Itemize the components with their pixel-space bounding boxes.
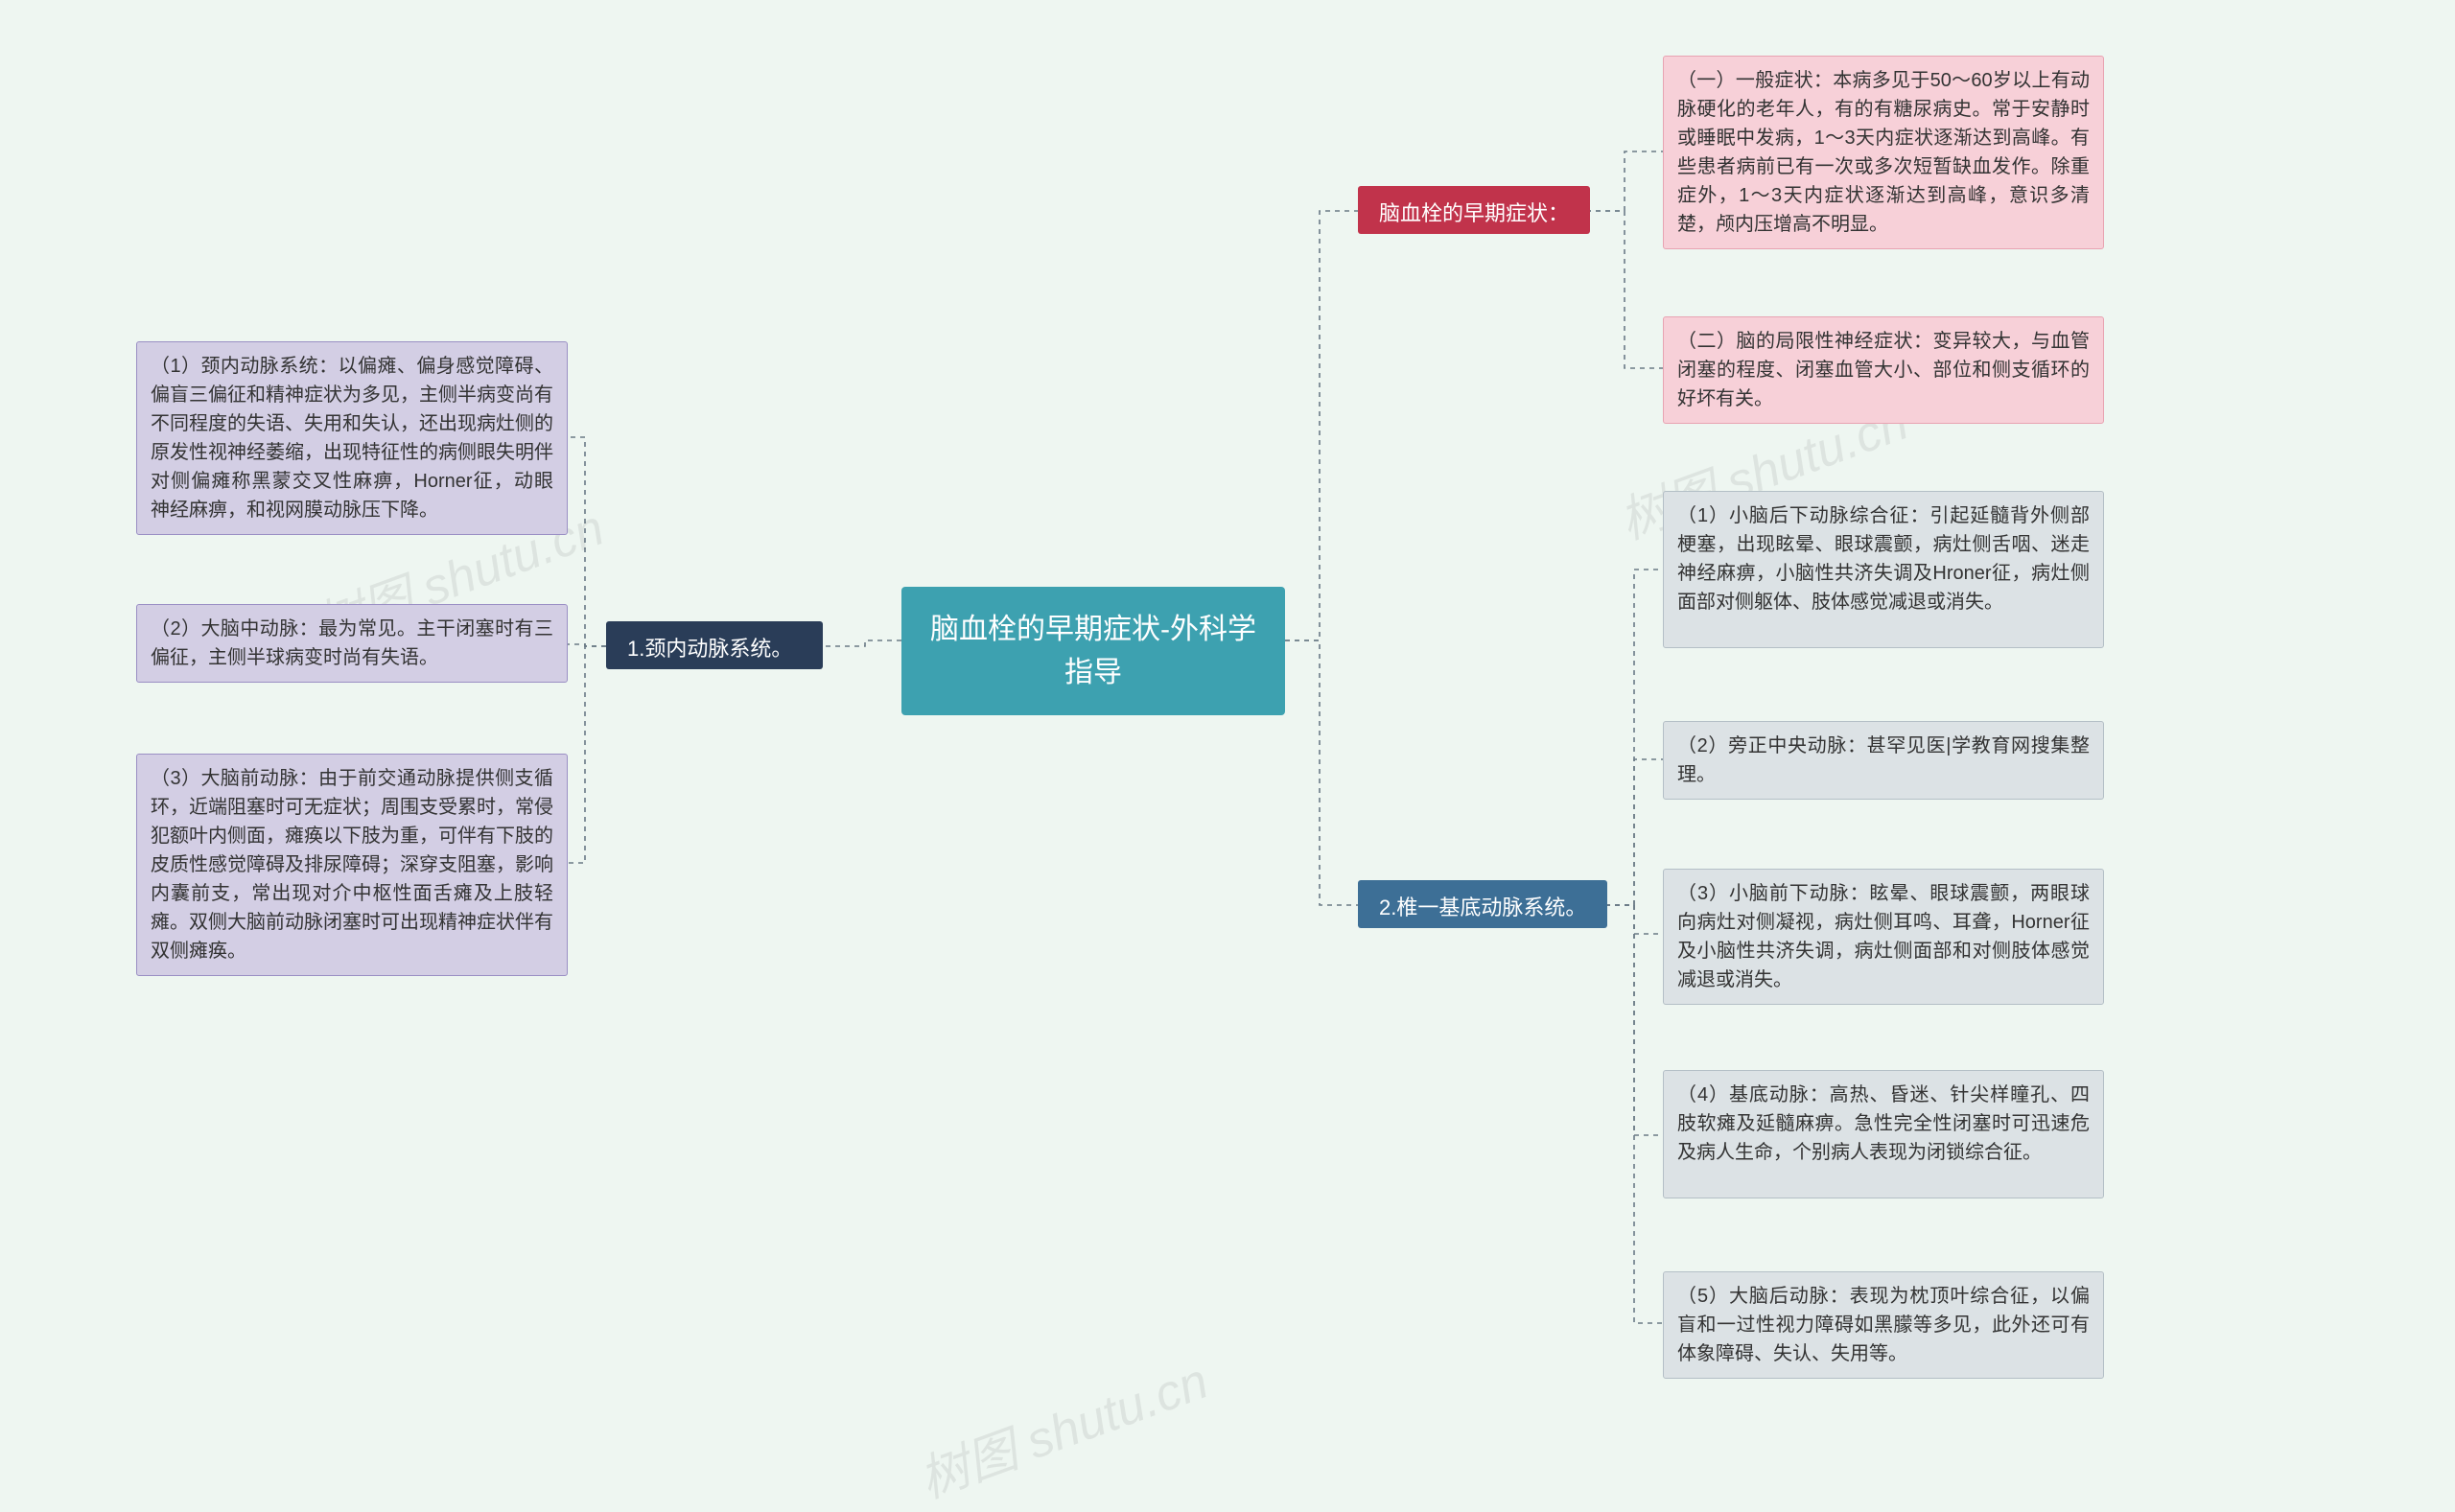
branch-right-1[interactable]: 脑血栓的早期症状： xyxy=(1358,186,1590,234)
root-node[interactable]: 脑血栓的早期症状-外科学 指导 xyxy=(901,587,1285,715)
leaf-node[interactable]: （1）小脑后下动脉综合征：引起延髓背外侧部梗塞，出现眩晕、眼球震颤，病灶侧舌咽、… xyxy=(1663,491,2104,648)
leaf-node[interactable]: （4）基底动脉：高热、昏迷、针尖样瞳孔、四肢软瘫及延髓麻痹。急性完全性闭塞时可迅… xyxy=(1663,1070,2104,1198)
root-line1: 脑血栓的早期症状-外科学 xyxy=(930,608,1256,651)
branch-left-1[interactable]: 1.颈内动脉系统。 xyxy=(606,621,823,669)
leaf-node[interactable]: （3）小脑前下动脉：眩晕、眼球震颤，两眼球向病灶对侧凝视，病灶侧耳鸣、耳聋，Ho… xyxy=(1663,869,2104,1005)
leaf-node[interactable]: （2）大脑中动脉：最为常见。主干闭塞时有三偏征，主侧半球病变时尚有失语。 xyxy=(136,604,568,683)
branch-right-2[interactable]: 2.椎一基底动脉系统。 xyxy=(1358,880,1607,928)
leaf-node[interactable]: （二）脑的局限性神经症状：变异较大，与血管闭塞的程度、闭塞血管大小、部位和侧支循… xyxy=(1663,316,2104,424)
root-line2: 指导 xyxy=(930,651,1256,694)
watermark: 树图 shutu.cn xyxy=(908,1340,1217,1511)
leaf-node[interactable]: （3）大脑前动脉：由于前交通动脉提供侧支循环，近端阻塞时可无症状；周围支受累时，… xyxy=(136,754,568,976)
leaf-node[interactable]: （5）大脑后动脉：表现为枕顶叶综合征，以偏盲和一过性视力障碍如黑朦等多见，此外还… xyxy=(1663,1271,2104,1379)
leaf-node[interactable]: （一）一般症状：本病多见于50～60岁以上有动脉硬化的老年人，有的有糖尿病史。常… xyxy=(1663,56,2104,249)
leaf-node[interactable]: （2）旁正中央动脉：甚罕见医|学教育网搜集整理。 xyxy=(1663,721,2104,800)
leaf-node[interactable]: （1）颈内动脉系统：以偏瘫、偏身感觉障碍、偏盲三偏征和精神症状为多见，主侧半病变… xyxy=(136,341,568,535)
